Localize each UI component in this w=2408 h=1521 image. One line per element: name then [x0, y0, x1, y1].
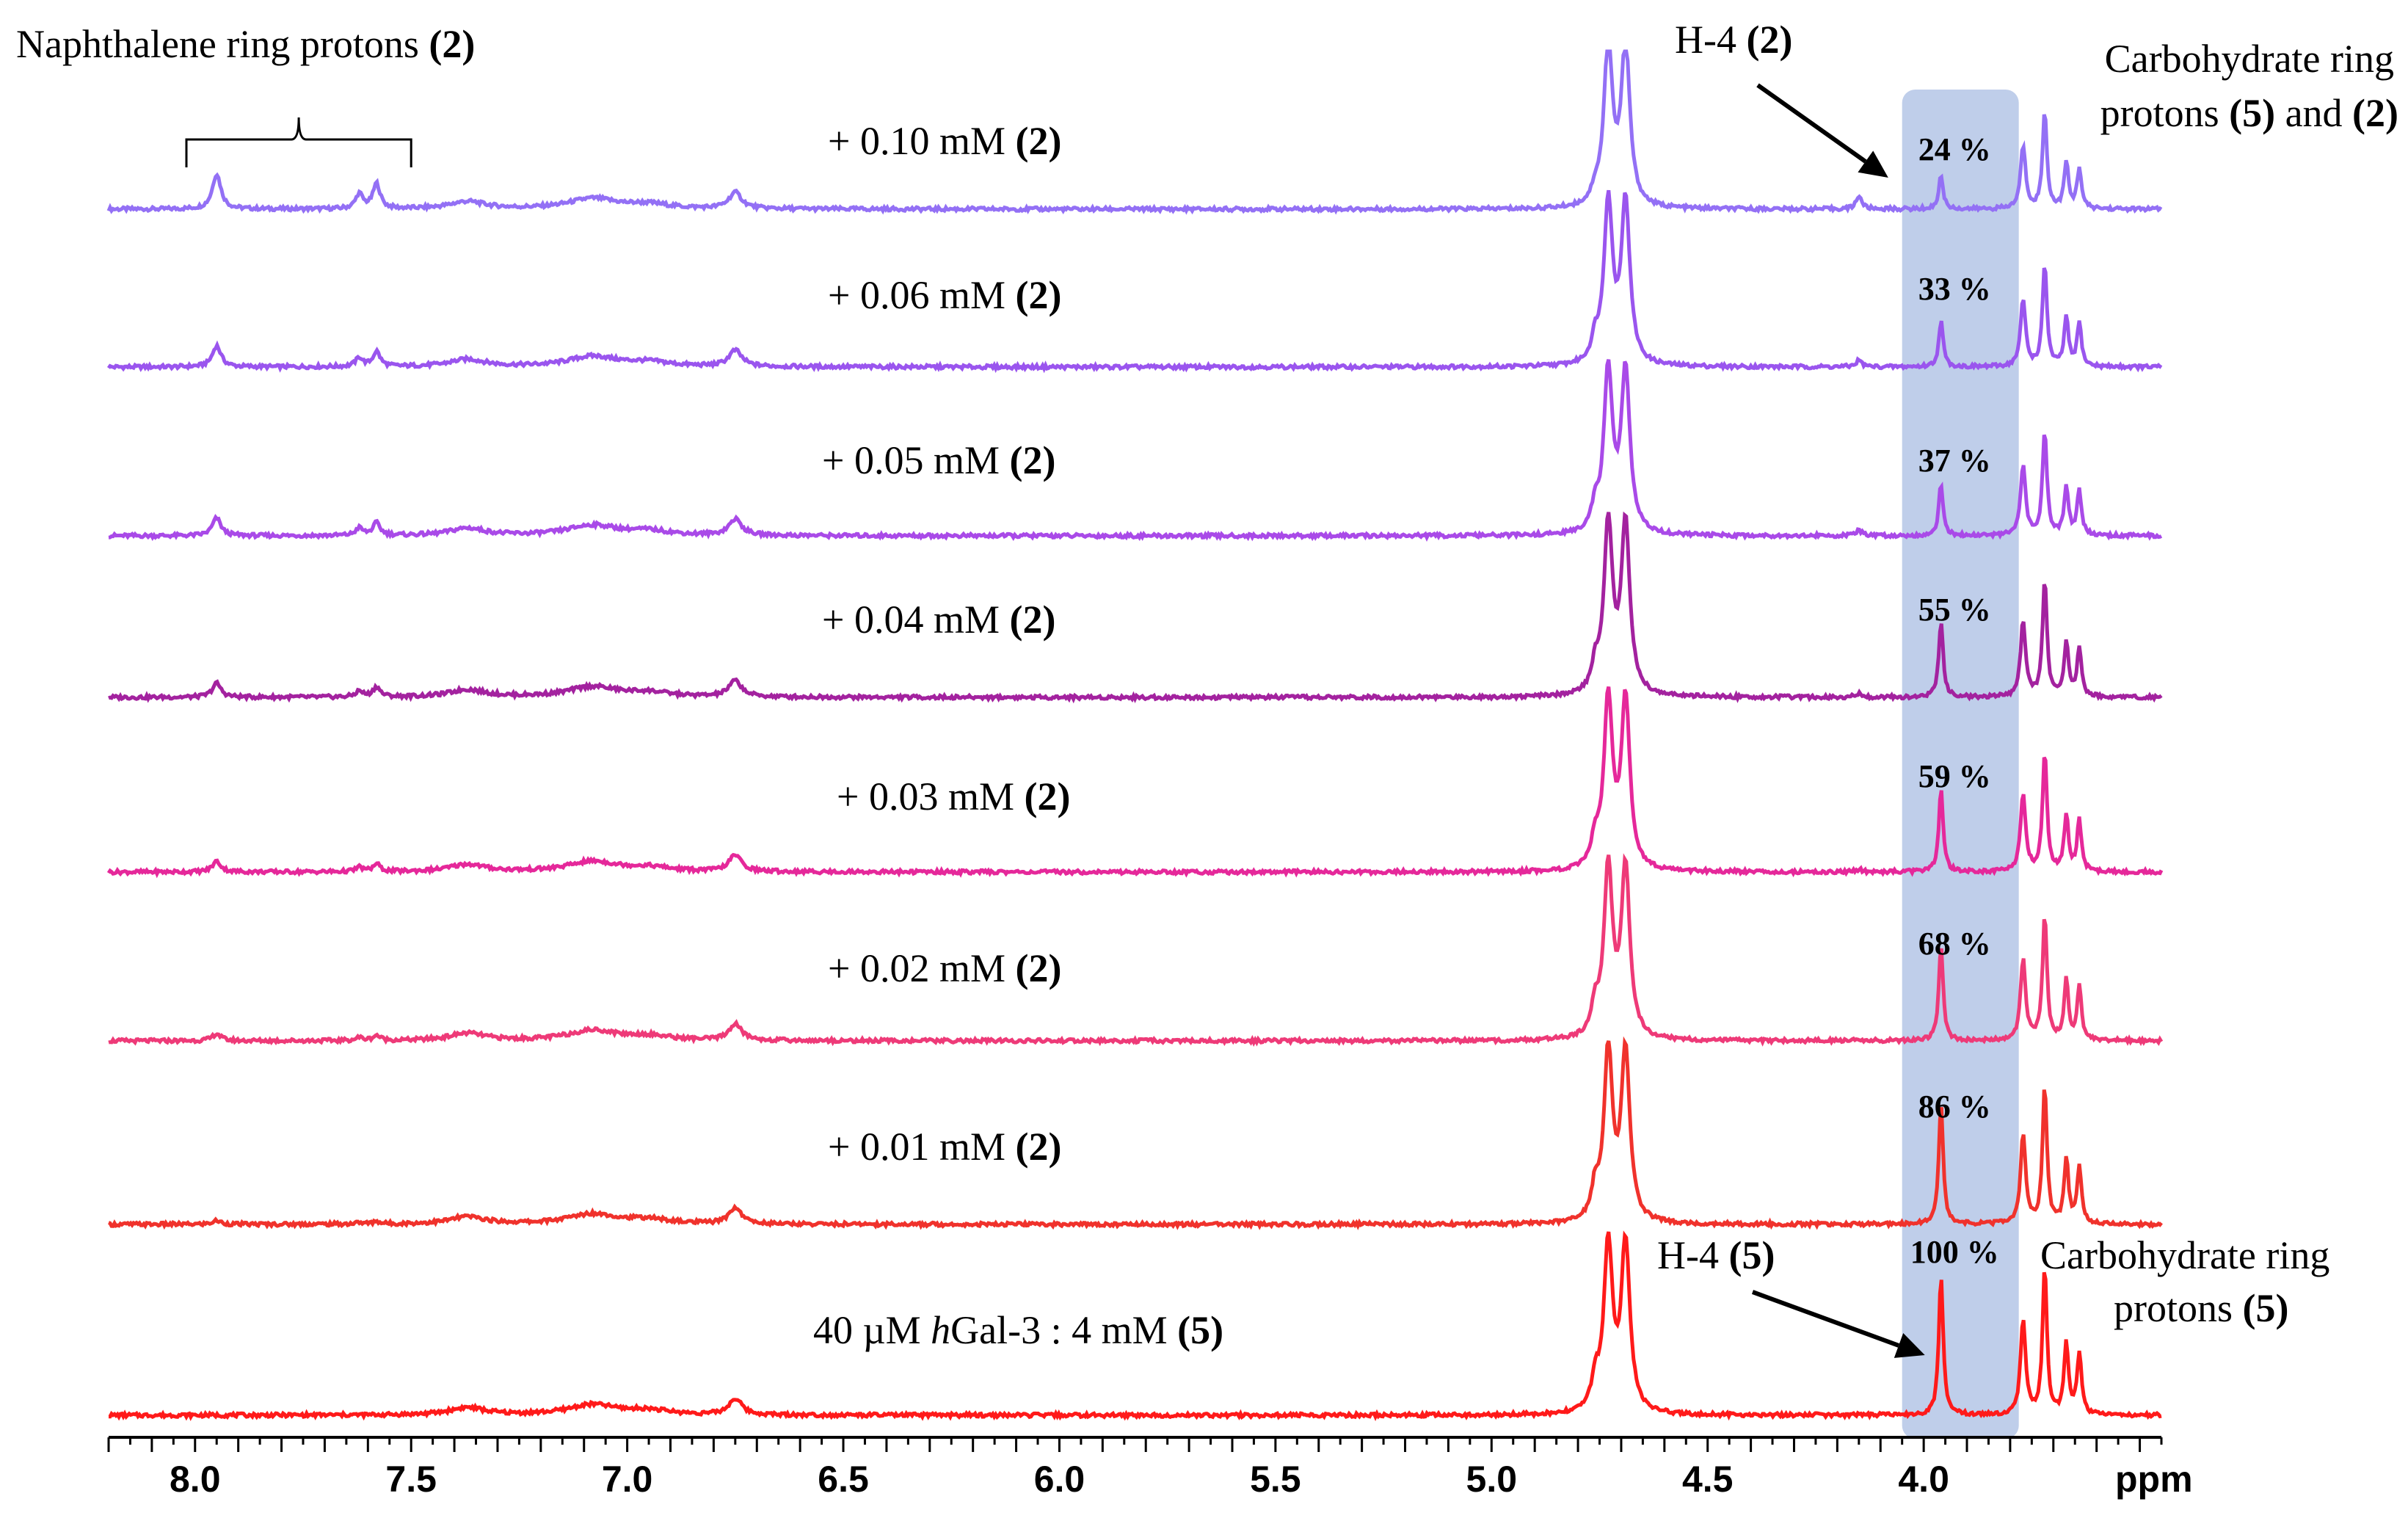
carb-top-line1: Carbohydrate ring: [2105, 37, 2394, 81]
annotation-h4-5: H-4 (5): [1657, 1233, 1925, 1358]
carb-bottom-pre: protons: [2114, 1286, 2243, 1330]
annotation-h4-2: H-4 (2): [1675, 18, 1888, 178]
svg-text:protons (5): protons (5): [2114, 1286, 2288, 1330]
x-tick-label: 6.0: [1034, 1459, 1085, 1500]
x-tick-label: 6.5: [818, 1459, 869, 1500]
carb-top-mid: and: [2275, 91, 2352, 135]
h4-percent-labels: 24 % 33 % 37 % 55 % 59 % 68 % 86 % 100 %: [1910, 131, 1999, 1270]
series-label: + 0.01 mM (2): [828, 1125, 1061, 1169]
carb-bottom-line1: Carbohydrate ring: [2040, 1233, 2329, 1277]
h4-5-arrowhead: [1894, 1333, 1925, 1358]
carb-top-cmpd-a: (5): [2229, 91, 2275, 135]
naphthalene-text: Naphthalene ring protons: [16, 22, 429, 66]
series-label: + 0.10 mM (2): [828, 119, 1061, 163]
h4-5-cmpd: (5): [1728, 1233, 1775, 1277]
x-tick-label: 4.5: [1682, 1459, 1734, 1500]
x-axis-label: ppm: [2115, 1459, 2193, 1500]
highlight-region: [1902, 90, 2019, 1439]
svg-text:H-4 (5): H-4 (5): [1657, 1233, 1775, 1277]
spectrum-line: [108, 1036, 2163, 1230]
spectrum-line: [106, 189, 2163, 374]
h4-2-arrow: [1756, 83, 1867, 164]
h4-2-cmpd: (2): [1746, 18, 1792, 62]
h4-percent-label: 86 %: [1918, 1089, 1991, 1125]
carb-top-cmpd-b: (2): [2352, 91, 2398, 135]
h4-percent-label: 100 %: [1910, 1234, 1999, 1270]
spectrum-line: [108, 1230, 2162, 1422]
spectrum-line: [108, 511, 2163, 704]
series-label: 40 µM hGal-3 : 4 mM (5): [813, 1308, 1223, 1352]
h4-5-arrow: [1751, 1290, 1900, 1348]
x-tick-label: 7.5: [385, 1459, 437, 1500]
h4-percent-label: 24 %: [1918, 131, 1991, 167]
annotation-carbohydrate-bottom: Carbohydrate ring protons (5): [2040, 1233, 2329, 1330]
annotation-carbohydrate-top: Carbohydrate ring protons (5) and (2): [2100, 37, 2398, 135]
carb-top-pre: protons: [2100, 91, 2230, 135]
h4-percent-label: 37 %: [1918, 443, 1991, 479]
x-tick-label: 5.5: [1250, 1459, 1301, 1500]
x-tick-label: 7.0: [602, 1459, 653, 1500]
naphthalene-cmpd: (2): [429, 22, 475, 66]
series-label: + 0.03 mM (2): [837, 774, 1070, 818]
carb-bottom-cmpd: (5): [2243, 1286, 2289, 1330]
h4-percent-label: 33 %: [1918, 271, 1991, 307]
h4-2-text: H-4: [1675, 18, 1746, 62]
spectrum-line: [106, 49, 2163, 215]
svg-text:protons (5) and (2): protons (5) and (2): [2100, 91, 2398, 135]
h4-2-arrowhead: [1858, 150, 1888, 178]
h4-percent-label: 68 %: [1918, 926, 1991, 962]
h4-percent-label: 59 %: [1918, 758, 1991, 794]
series-label: + 0.04 mM (2): [822, 598, 1055, 642]
x-axis-ticks: 8.0 7.5 7.0 6.5 6.0 5.5 5.0 4.5 4.0: [107, 1437, 2163, 1500]
spectrum-line: [106, 686, 2164, 879]
series-labels: + 0.10 mM (2) + 0.06 mM (2) + 0.05 mM (2) +…: [813, 119, 1223, 1352]
h4-percent-label: 55 %: [1918, 592, 1991, 628]
series-label: + 0.05 mM (2): [822, 438, 1055, 482]
svg-text:H-4 (2): H-4 (2): [1675, 18, 1792, 62]
spectra-group: [106, 49, 2164, 1422]
series-label: + 0.06 mM (2): [828, 273, 1061, 317]
svg-text:Naphthalene ring protons (2): Naphthalene ring protons (2): [16, 22, 475, 66]
naphthalene-brace: [185, 117, 412, 167]
annotation-naphthalene: Naphthalene ring protons (2): [16, 22, 475, 167]
x-axis: 8.0 7.5 7.0 6.5 6.0 5.5 5.0 4.5 4.0 ppm: [107, 1436, 2193, 1500]
x-tick-label: 4.0: [1898, 1459, 1949, 1500]
x-tick-label: 8.0: [170, 1459, 221, 1500]
spectrum-line: [108, 359, 2163, 542]
spectrum-line: [108, 853, 2164, 1047]
x-tick-label: 5.0: [1466, 1459, 1518, 1500]
series-label: + 0.02 mM (2): [828, 946, 1061, 990]
h4-5-text: H-4: [1657, 1233, 1728, 1277]
